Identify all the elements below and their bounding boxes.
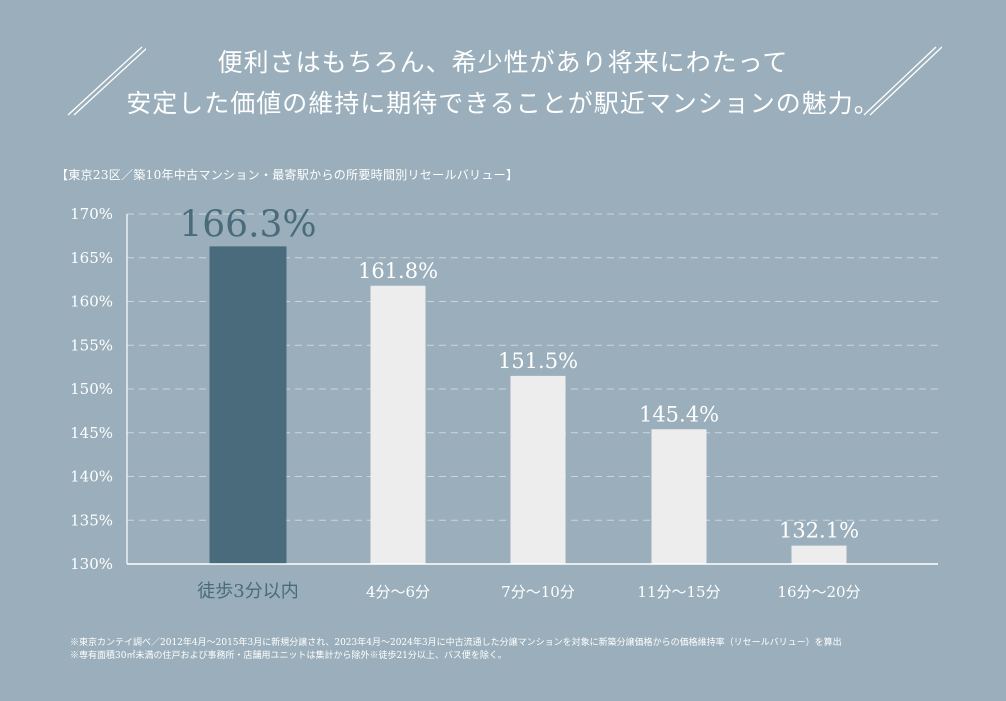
footnote-1: ※東京カンテイ調べ／2012年4月〜2015年3月に新規分譲され、2023年4月…	[70, 638, 842, 648]
decorative-slash-right	[863, 46, 942, 116]
bar	[651, 429, 707, 564]
y-tick-label: 135%	[70, 511, 113, 529]
data-label: 166.3%	[179, 204, 316, 245]
bar	[791, 545, 847, 564]
y-tick-label: 140%	[70, 468, 113, 486]
y-tick-label: 155%	[70, 336, 113, 354]
y-tick-label: 160%	[70, 293, 113, 311]
x-tick-label: 4分〜6分	[366, 583, 430, 601]
y-tick-label: 165%	[70, 249, 113, 267]
footnotes: ※東京カンテイ調べ／2012年4月〜2015年3月に新規分譲され、2023年4月…	[70, 637, 842, 663]
x-tick-label: 11分〜15分	[637, 583, 720, 601]
headline: 便利さはもちろん、希少性があり将来にわたって 安定した価値の維持に期待できること…	[0, 42, 1006, 124]
y-tick-label: 150%	[70, 380, 113, 398]
data-label: 145.4%	[639, 402, 719, 426]
x-tick-label: 16分〜20分	[777, 583, 860, 601]
y-tick-label: 170%	[70, 205, 113, 223]
x-tick-label: 7分〜10分	[501, 583, 575, 601]
decorative-slash-left	[67, 46, 146, 116]
data-label: 132.1%	[779, 519, 859, 543]
headline-line-1: 便利さはもちろん、希少性があり将来にわたって	[217, 48, 789, 77]
bar	[370, 285, 426, 564]
x-tick-label: 徒歩3分以内	[197, 581, 298, 602]
y-tick-label: 145%	[70, 424, 113, 442]
bar	[209, 246, 287, 564]
headline-line-2: 安定した価値の維持に期待できることが駅近マンションの魅力。	[126, 89, 880, 118]
y-tick-label: 130%	[70, 555, 113, 573]
data-label: 161.8%	[358, 259, 438, 283]
bar	[510, 375, 566, 564]
footnote-2: ※専有面積30㎡未満の住戸および事務所・店舗用ユニットは集計から除外※徒歩21分…	[70, 651, 507, 661]
data-label: 151.5%	[498, 349, 578, 373]
chart-title: 【東京23区／築10年中古マンション・最寄駅からの所要時間別リセールバリュー】	[56, 168, 519, 182]
